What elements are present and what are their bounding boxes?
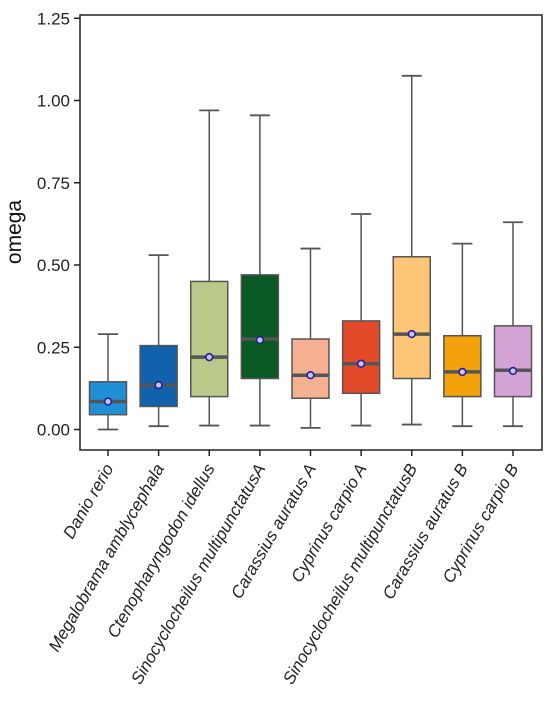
box-8 (443, 242, 482, 456)
box-4 (240, 114, 280, 456)
box-2 (139, 254, 178, 456)
iqr-box (139, 344, 178, 408)
mean-marker (103, 397, 113, 406)
iqr-box (392, 256, 431, 380)
mean-marker (407, 329, 416, 339)
y-tick-label: 0.50 (37, 256, 70, 275)
box-series (88, 74, 533, 456)
y-tick-label: 1.00 (37, 92, 70, 111)
y-axis: 0.00 0.25 0.50 0.75 1.00 1.25 (37, 9, 80, 440)
y-axis-title: omega (3, 200, 26, 265)
mean-marker (458, 367, 467, 377)
mean-marker (205, 352, 214, 362)
box-7 (392, 74, 431, 456)
box-3 (190, 109, 229, 456)
y-tick-label: 0.00 (37, 421, 70, 440)
box-5 (291, 247, 330, 456)
iqr-box (190, 280, 229, 398)
box-1 (88, 333, 128, 456)
box-6 (341, 213, 381, 456)
iqr-box (291, 338, 330, 399)
y-tick-label: 1.25 (37, 9, 70, 28)
iqr-box (493, 325, 533, 398)
mean-marker (154, 380, 163, 390)
iqr-box (443, 334, 482, 398)
iqr-box (341, 320, 381, 395)
box-9 (493, 221, 533, 456)
iqr-box (240, 274, 280, 380)
category-label: Danio rerio (59, 461, 117, 543)
y-tick-label: 0.25 (37, 338, 70, 357)
y-tick-label: 0.75 (37, 174, 70, 193)
mean-marker (306, 371, 315, 380)
mean-marker (356, 359, 366, 368)
mean-marker (508, 366, 518, 376)
mean-marker (255, 335, 265, 345)
